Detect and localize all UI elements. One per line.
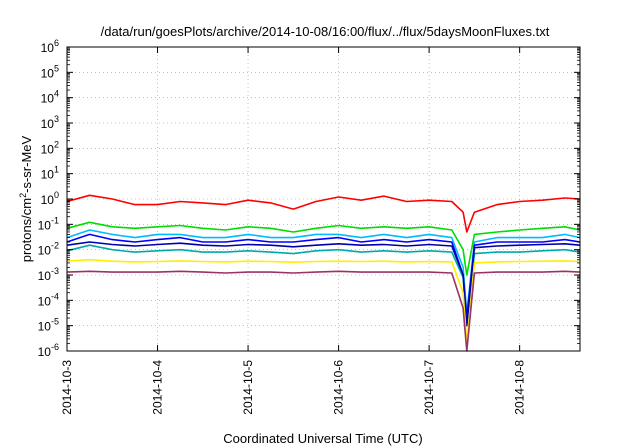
y-tick-exp: 0: [54, 190, 59, 200]
y-tick-base: 10: [41, 117, 55, 131]
x-tick-label: 2014-10-8: [513, 360, 527, 415]
y-tick-label: 104: [41, 89, 59, 106]
series-group: [66, 194, 581, 352]
x-axis-label: Coordinated Universal Time (UTC): [223, 431, 422, 446]
x-tick-label: 2014-10-5: [241, 360, 255, 415]
y-tick-label: 10-2: [38, 241, 59, 258]
series-line-0: [66, 194, 581, 233]
series-line-5: [66, 241, 581, 327]
y-tick-base: 10: [41, 66, 55, 80]
y-tick-base: 10: [38, 345, 52, 359]
y-tick-label: 10-4: [38, 291, 59, 308]
y-tick-label: 10-5: [38, 317, 59, 334]
series-line-2: [66, 229, 581, 315]
y-tick-exp: 5: [54, 63, 59, 73]
grid-lines: [67, 46, 580, 352]
y-tick-label: 105: [41, 63, 59, 80]
y-tick-base: 10: [38, 269, 52, 283]
y-tick-label: 10-3: [38, 266, 59, 283]
y-tick-exp: 3: [54, 114, 59, 124]
y-tick-exp: -3: [51, 266, 59, 276]
y-tick-exp: 4: [54, 89, 59, 99]
y-tick-base: 10: [38, 320, 52, 334]
x-tick-label: 2014-10-7: [422, 360, 436, 415]
series-line-3: [66, 233, 581, 319]
y-tick-exp: -5: [51, 317, 59, 327]
y-tick-exp: 1: [54, 165, 59, 175]
x-tick-label: 2014-10-6: [332, 360, 346, 415]
x-tick-labels: 2014-10-3 2014-10-4 2014-10-5 2014-10-6 2014…: [60, 360, 527, 415]
chart-title: /data/run/goesPlots/archive/2014-10-08/1…: [101, 24, 550, 39]
y-tick-label: 10-1: [38, 215, 59, 232]
y-tick-exp: -4: [51, 291, 59, 301]
y-tick-exp: -6: [51, 342, 59, 352]
y-tick-base: 10: [41, 92, 55, 106]
series-line-7: [66, 270, 581, 352]
y-axis-label: protons/cm2-s-sr-MeV: [18, 135, 34, 262]
y-tick-exp: -2: [51, 241, 59, 251]
x-tick-label: 2014-10-4: [151, 360, 165, 415]
y-tick-label: 101: [41, 165, 59, 182]
y-tick-base: 10: [41, 168, 55, 182]
y-tick-exp: 2: [54, 139, 59, 149]
y-tick-label: 106: [41, 38, 59, 55]
y-tick-label: 100: [41, 190, 59, 207]
plot-frame: [66, 46, 581, 352]
y-tick-label: 10-6: [38, 342, 59, 359]
y-tick-exp: -1: [51, 215, 59, 225]
series-line-4: [66, 244, 581, 327]
y-tick-base: 10: [38, 294, 52, 308]
y-tick-exp: 6: [54, 38, 59, 48]
y-tick-base: 10: [41, 41, 55, 55]
y-axis-label-main: protons/cm: [19, 198, 34, 262]
y-tick-base: 10: [38, 218, 52, 232]
y-tick-label: 103: [41, 114, 59, 131]
x-tick-label: 2014-10-3: [60, 360, 74, 415]
series-line-1: [66, 221, 581, 276]
y-tick-base: 10: [38, 244, 52, 258]
y-axis-label-sup: 2: [18, 193, 28, 198]
y-tick-base: 10: [41, 142, 55, 156]
y-axis-label-tail: -s-sr-MeV: [19, 135, 34, 192]
y-tick-label: 102: [41, 139, 59, 156]
y-tick-base: 10: [41, 193, 55, 207]
y-tick-labels: 10-610-510-410-310-210-11001011021031041…: [38, 38, 59, 359]
series-line-6: [66, 258, 581, 345]
